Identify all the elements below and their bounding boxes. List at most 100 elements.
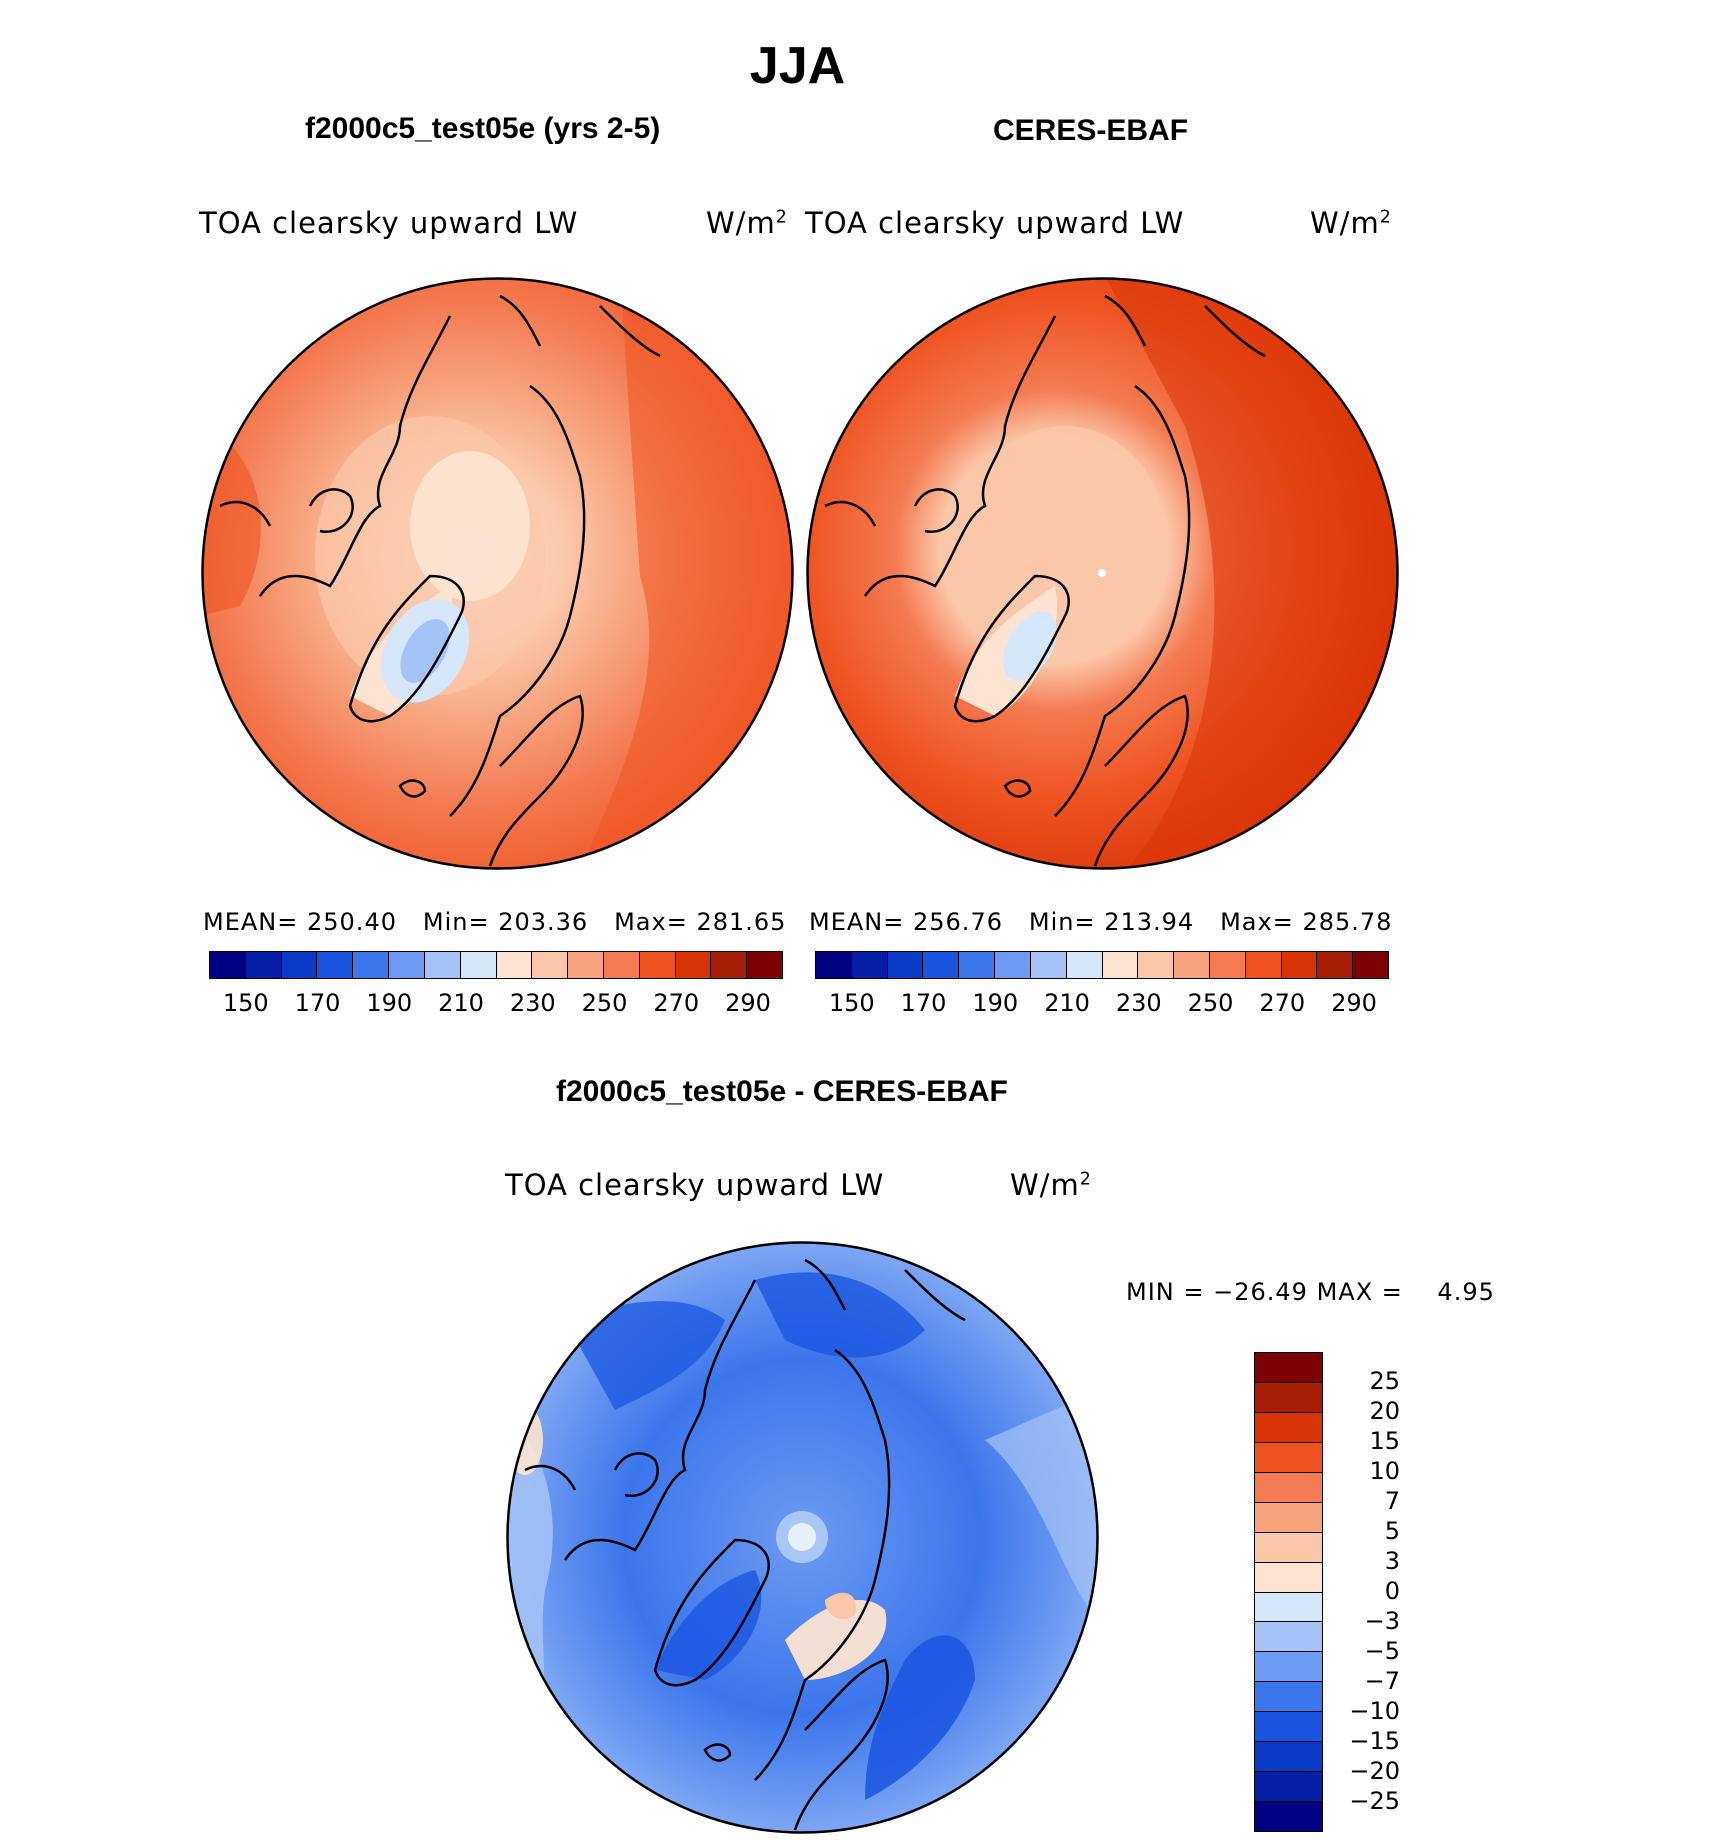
colorbar-tick-label: 210: [1044, 989, 1090, 1017]
colorbar-swatch: [1255, 1442, 1322, 1473]
colorbar-tick-label: 7: [1384, 1487, 1400, 1515]
colorbar-tick-label: 230: [509, 989, 556, 1017]
colorbar-swatch: [851, 952, 888, 978]
colorbar-swatch: [245, 952, 282, 978]
colorbar-swatch: [281, 952, 318, 978]
colorbar-swatch: [923, 952, 960, 978]
colorbar-swatch: [1255, 1382, 1322, 1413]
colorbar-swatch: [1255, 1652, 1322, 1683]
greenland-low: [1003, 611, 1057, 681]
colorbar-tick-label: 290: [725, 989, 771, 1017]
colorbar-swatch: [1255, 1622, 1322, 1653]
model-coastlines: [219, 294, 661, 867]
colorbar-tick-label: 210: [438, 989, 484, 1017]
colorbar-tick-label: 250: [1187, 989, 1234, 1017]
colorbar-swatch: [995, 952, 1031, 978]
obs-colorbar-ticks: 150 170 190 210 230 250 270 290: [815, 989, 1389, 1019]
colorbar-swatch: [887, 952, 924, 978]
colorbar-tick-label: −25: [1349, 1787, 1400, 1815]
colorbar-tick-label: −10: [1349, 1697, 1400, 1725]
obs-colorbar: [815, 951, 1389, 979]
colorbar-swatch: [1255, 1353, 1322, 1383]
colorbar-swatch: [1255, 1562, 1322, 1593]
colorbar-swatch: [317, 952, 354, 978]
colorbar-tick-label: 20: [1369, 1397, 1400, 1425]
colorbar-swatch: [1102, 952, 1139, 978]
colorbar-swatch: [1255, 1682, 1322, 1713]
colorbar-tick-label: 10: [1369, 1457, 1400, 1485]
colorbar-swatch: [1255, 1742, 1322, 1773]
colorbar-tick-label: 25: [1369, 1367, 1400, 1395]
colorbar-tick-label: 0: [1384, 1577, 1400, 1605]
colorbar-tick-label: 190: [972, 989, 1019, 1017]
model-colorbar: [209, 951, 783, 979]
colorbar-swatch: [1245, 952, 1282, 978]
diff-variable-label: TOA clearsky upward LW: [505, 1168, 885, 1202]
model-panel-title: f2000c5_test05e (yrs 2-5): [305, 112, 661, 145]
colorbar-tick-label: 270: [653, 989, 700, 1017]
colorbar-tick-label: 15: [1369, 1427, 1400, 1455]
obs-variable-label: TOA clearsky upward LW: [805, 206, 1185, 240]
colorbar-swatch: [816, 952, 852, 978]
colorbar-swatch: [711, 952, 748, 978]
colorbar-swatch: [389, 952, 425, 978]
colorbar-tick-label: 250: [581, 989, 628, 1017]
model-polar-map: [201, 277, 794, 870]
obs-units-label: W/m2: [1310, 206, 1392, 240]
colorbar-swatch: [1066, 952, 1103, 978]
colorbar-tick-label: 3: [1384, 1547, 1400, 1575]
colorbar-swatch: [424, 952, 461, 978]
colorbar-tick-label: 150: [828, 989, 875, 1017]
diff-colorbar-ticks: 25 20 15 10 7 5 3 0 −3 −5 −7 −10 −15 −20 −25: [1330, 1352, 1400, 1832]
colorbar-tick-label: −5: [1364, 1637, 1400, 1665]
colorbar-swatch: [1255, 1532, 1322, 1563]
model-units-label: W/m2: [706, 206, 788, 240]
obs-polar-map: [806, 277, 1399, 870]
colorbar-swatch: [1255, 1502, 1322, 1533]
colorbar-swatch: [1353, 952, 1388, 978]
colorbar-swatch: [1255, 1592, 1322, 1623]
colorbar-tick-label: 190: [366, 989, 413, 1017]
colorbar-swatch: [1281, 952, 1318, 978]
diff-coastlines: [524, 1258, 966, 1831]
diff-colorbar: [1254, 1352, 1323, 1832]
colorbar-swatch: [639, 952, 676, 978]
diff-units-label: W/m2: [1010, 1168, 1092, 1202]
colorbar-swatch: [1138, 952, 1175, 978]
colorbar-tick-label: 290: [1331, 989, 1377, 1017]
figure-title: JJA: [749, 37, 846, 95]
colorbar-swatch: [1255, 1472, 1322, 1503]
colorbar-swatch: [1255, 1412, 1322, 1443]
colorbar-swatch: [460, 952, 497, 978]
positive-anomaly: [785, 1600, 887, 1680]
colorbar-swatch: [1255, 1802, 1322, 1831]
obs-coastlines: [824, 294, 1266, 867]
colorbar-swatch: [1209, 952, 1246, 978]
colorbar-swatch: [1174, 952, 1210, 978]
colorbar-tick-label: 5: [1384, 1517, 1400, 1545]
colorbar-swatch: [210, 952, 246, 978]
diff-stats: MIN = −26.49 MAX = 4.95: [1126, 1278, 1495, 1306]
colorbar-swatch: [1255, 1772, 1322, 1803]
colorbar-swatch: [603, 952, 640, 978]
colorbar-tick-label: −15: [1349, 1727, 1400, 1755]
obs-stats: MEAN= 256.76 Min= 213.94 Max= 285.78: [809, 908, 1393, 936]
colorbar-tick-label: 230: [1115, 989, 1162, 1017]
obs-panel-title: CERES-EBAF: [993, 114, 1189, 147]
diff-panel-title: f2000c5_test05e - CERES-EBAF: [556, 1075, 1008, 1108]
colorbar-swatch: [532, 952, 569, 978]
colorbar-swatch: [1255, 1712, 1322, 1743]
colorbar-tick-label: −3: [1364, 1607, 1400, 1635]
model-variable-label: TOA clearsky upward LW: [199, 206, 579, 240]
colorbar-tick-label: 150: [222, 989, 269, 1017]
colorbar-swatch: [1030, 952, 1067, 978]
colorbar-tick-label: 270: [1259, 989, 1306, 1017]
diff-polar-map: [506, 1241, 1099, 1834]
colorbar-swatch: [496, 952, 533, 978]
model-stats: MEAN= 250.40 Min= 203.36 Max= 281.65: [203, 908, 787, 936]
colorbar-swatch: [747, 952, 782, 978]
colorbar-tick-label: −20: [1349, 1757, 1400, 1785]
colorbar-swatch: [959, 952, 996, 978]
model-colorbar-ticks: 150 170 190 210 230 250 270 290: [209, 989, 783, 1019]
colorbar-swatch: [1317, 952, 1354, 978]
